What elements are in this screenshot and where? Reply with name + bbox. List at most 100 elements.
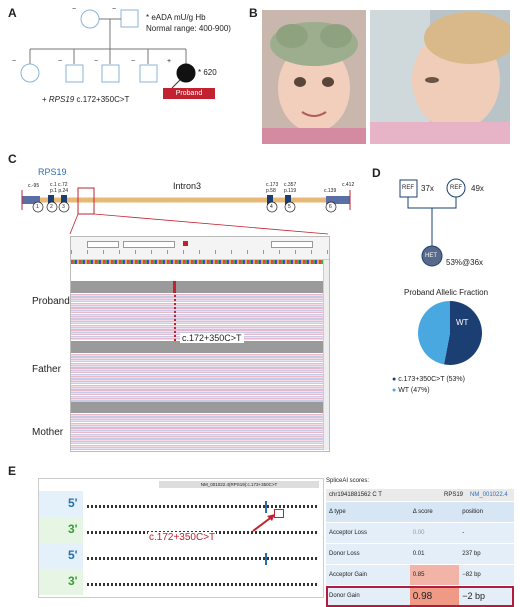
pedigree-plus-proband: + (167, 58, 172, 65)
pos-label-c1-c72: c.1 c.72 (50, 182, 68, 188)
pedigree-child-1 (20, 63, 40, 83)
mother-read-alignments (71, 414, 323, 450)
intron-label: Intron3 (173, 181, 202, 191)
zoom-line-left (69, 213, 79, 235)
allelic-fraction-pie (418, 301, 482, 365)
exon-number-4: 4 (270, 204, 273, 210)
sequence-row-4 (87, 583, 319, 586)
splice-label-3prime-2: 3' (68, 574, 78, 588)
splice-track-1 (39, 491, 83, 517)
pie-title: Proband Allelic Fraction (404, 288, 489, 297)
exon-3-block (61, 195, 67, 205)
igv-ruler (71, 250, 329, 254)
exon-2-block (48, 195, 54, 205)
panel-label-b: B (249, 6, 258, 20)
pos-label-p58: p.58 (266, 188, 276, 194)
pedigree-minus-mother: − (72, 6, 77, 13)
igv-genome-select[interactable] (87, 241, 119, 248)
proband-read-alignments (71, 294, 323, 340)
pedigree-child-4 (139, 64, 158, 83)
splice-site-bar-1 (265, 501, 267, 513)
proband-coverage-track (71, 281, 323, 293)
pos-label-c412: c.412 (342, 182, 355, 188)
pie-slice-wt (418, 301, 450, 365)
panel-label-a: A (8, 6, 17, 20)
pedigree-minus-child2: − (58, 58, 63, 65)
proband-photo-front (262, 10, 366, 144)
variant-highlight-box (274, 509, 284, 518)
ref-label-mother: REF (450, 185, 462, 191)
pos-label-c173: c.173 (266, 182, 279, 188)
igv-reference-sequence (71, 260, 323, 264)
ref-depth-father: 37x (421, 184, 434, 193)
pedigree-minus-child1: − (12, 58, 17, 65)
spliceai-transcript[interactable]: NM_001022.4 (470, 492, 508, 498)
exon-number-1: 1 (36, 204, 39, 210)
gene-structure-diagram (21, 187, 351, 235)
zoom-line-right (93, 213, 329, 235)
pos-label-c139: c.139 (324, 188, 337, 194)
eada-note: * eADA mU/g Hb (146, 13, 206, 22)
father-coverage-track (71, 341, 323, 353)
het-fraction: 53%@36x (446, 258, 484, 267)
pedigree-chart (20, 9, 196, 89)
exon-number-5: 5 (288, 204, 291, 210)
pedigree-minus-father: − (112, 6, 117, 13)
splice-track-2 (39, 517, 83, 543)
spliceai-variant-id: chr1941881562 C T (329, 492, 382, 498)
igv-toolbar (71, 237, 329, 260)
track-label-proband: Proband (32, 296, 70, 307)
table-row-donor-gain: Donor Gain 0.98 −2 bp (326, 585, 514, 607)
exon-1-block (22, 196, 40, 204)
variant-annotation: + RPS19 c.172+350C>T (42, 95, 130, 104)
pedigree-child-2 (65, 64, 84, 83)
pedigree-minus-child3: − (94, 58, 99, 65)
igv-browser-panel (70, 236, 330, 452)
spliceai-gene: RPS19 (444, 492, 464, 498)
pos-label-c-95: c.-95 (28, 183, 40, 189)
table-row: Donor Loss 0.01 237 bp (326, 543, 514, 565)
spliceai-header-row: Δ type Δ score position (326, 502, 514, 523)
spliceai-variant-row: chr1941881562 C T RPS19 NM_001022.4 (326, 489, 514, 501)
legend-item-variant: ● c.173+350C>T (53%) (392, 376, 465, 383)
panel-label-d: D (372, 166, 381, 180)
header-position: position (459, 502, 514, 523)
track-label-father: Father (32, 364, 61, 375)
gene-name: RPS19 (38, 167, 67, 177)
proband-tag: Proband (163, 88, 215, 99)
variant-arrow-icon (252, 514, 275, 532)
igv-zoom-control[interactable] (271, 241, 313, 248)
pie-wt-label: WT (456, 318, 469, 327)
exon-5-block (285, 195, 291, 205)
exon-number-2: 2 (50, 204, 53, 210)
igv-scrollbar[interactable] (323, 260, 329, 450)
eada-normal-range: Normal range: 400-900) (146, 24, 231, 33)
proband-eada-value: * 620 (198, 68, 217, 77)
pedigree-minus-child4: − (131, 58, 136, 65)
header-delta-type: Δ type (326, 502, 410, 523)
table-row: Acceptor Loss 0.00 - (326, 522, 514, 544)
pos-label-p119: p.119 (284, 188, 297, 194)
sequence-row-3 (87, 557, 319, 560)
proband-variant-reads (174, 295, 176, 341)
father-read-alignments (71, 354, 323, 402)
header-delta-score: Δ score (409, 502, 460, 523)
het-label: HET (425, 253, 437, 259)
legend-item-wt: ● WT (47%) (392, 387, 430, 394)
pie-legend: ● c.173+350C>T (53%) ● WT (47%) (392, 374, 465, 396)
igv-variant-label: c.172+350C>T (180, 333, 244, 343)
proband-het-node (421, 245, 443, 267)
track-label-mother: Mother (32, 427, 64, 438)
mother-coverage-track (71, 402, 323, 413)
splice-site-bar-2 (265, 553, 267, 565)
splice-track-4 (39, 569, 83, 595)
trio-depth-diagram (399, 178, 466, 267)
igv-variant-marker (183, 241, 188, 246)
igv-locus-input[interactable] (123, 241, 175, 248)
pedigree-proband-symbol (176, 63, 196, 83)
panel-label-c: C (8, 152, 17, 166)
pie-slice-variant (444, 301, 482, 365)
exon-4-block (267, 195, 273, 205)
splice-variant-label: c.172+350C>T (148, 532, 217, 543)
ref-depth-mother: 49x (471, 184, 484, 193)
